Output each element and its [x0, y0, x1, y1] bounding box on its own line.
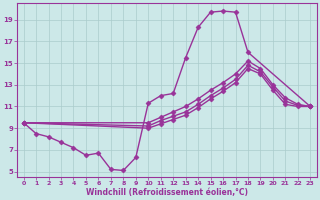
X-axis label: Windchill (Refroidissement éolien,°C): Windchill (Refroidissement éolien,°C): [86, 188, 248, 197]
